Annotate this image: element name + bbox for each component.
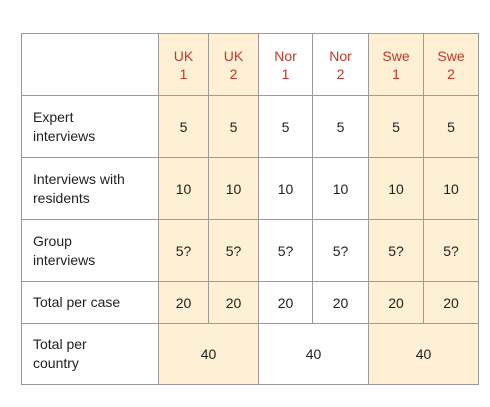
- table-cell: 20: [312, 281, 369, 324]
- column-header-number: 1: [179, 65, 188, 82]
- column-header-number: 1: [281, 65, 290, 82]
- table-cell: 10: [423, 157, 479, 220]
- table-cell: 5: [158, 95, 209, 158]
- column-header-number: 1: [392, 65, 400, 82]
- table-cell: 10: [312, 157, 369, 220]
- country-total-swe: 40: [368, 323, 479, 385]
- row-label: Interviews with residents: [21, 157, 159, 220]
- column-header-text: Nor: [274, 47, 297, 64]
- table-cell: 20: [258, 281, 313, 324]
- table-cell: 5?: [368, 219, 424, 282]
- column-header-swe-1: Swe 1: [368, 33, 424, 96]
- column-header-text: UK: [223, 47, 244, 64]
- column-header-uk-1: UK 1: [158, 33, 209, 96]
- table-cell: 20: [423, 281, 479, 324]
- table-cell: 5?: [423, 219, 479, 282]
- table-cell: 10: [368, 157, 424, 220]
- header-row: UK 1 UK 2 Nor 1 Nor 2 Swe 1 Swe 2: [21, 33, 479, 96]
- country-total-nor: 40: [258, 323, 369, 385]
- table-cell: 5: [312, 95, 369, 158]
- table-cell: 10: [158, 157, 209, 220]
- column-header-text: Swe: [382, 47, 410, 64]
- table-cell: 10: [208, 157, 259, 220]
- table-cell: 5?: [312, 219, 369, 282]
- table-cell: 20: [368, 281, 424, 324]
- column-header-text: UK: [173, 47, 194, 64]
- country-total-uk: 40: [158, 323, 259, 385]
- column-header-nor-1: Nor 1: [258, 33, 313, 96]
- table-cell: 5?: [158, 219, 209, 282]
- table-cell: 5: [258, 95, 313, 158]
- row-label: Expert interviews: [21, 95, 159, 158]
- interview-count-table: UK 1 UK 2 Nor 1 Nor 2 Swe 1 Swe 2 Expert…: [21, 33, 479, 385]
- table-row-total-per-country: Total per country 40 40 40: [21, 323, 479, 385]
- table-row-interviews-with-residents: Interviews with residents 10 10 10 10 10…: [21, 157, 479, 220]
- column-header-text: Nor: [329, 47, 352, 64]
- row-label: Total per case: [21, 281, 159, 324]
- table-row-expert-interviews: Expert interviews 5 5 5 5 5 5: [21, 95, 479, 158]
- column-header-number: 2: [336, 65, 345, 82]
- table-cell: 10: [258, 157, 313, 220]
- table-cell: 5?: [258, 219, 313, 282]
- column-header-uk-2: UK 2: [208, 33, 259, 96]
- row-label: Group interviews: [21, 219, 159, 282]
- row-label: Total per country: [21, 323, 159, 385]
- table-cell: 20: [208, 281, 259, 324]
- column-header-text: Swe: [437, 47, 465, 64]
- table-cell: 20: [158, 281, 209, 324]
- column-header-number: 2: [447, 65, 455, 82]
- table-cell: 5: [368, 95, 424, 158]
- table-row-total-per-case: Total per case 20 20 20 20 20 20: [21, 281, 479, 324]
- table-row-group-interviews: Group interviews 5? 5? 5? 5? 5? 5?: [21, 219, 479, 282]
- column-header-nor-2: Nor 2: [312, 33, 369, 96]
- corner-cell: [21, 33, 159, 96]
- column-header-swe-2: Swe 2: [423, 33, 479, 96]
- table-cell: 5?: [208, 219, 259, 282]
- table-cell: 5: [423, 95, 479, 158]
- table-cell: 5: [208, 95, 259, 158]
- column-header-number: 2: [229, 65, 238, 82]
